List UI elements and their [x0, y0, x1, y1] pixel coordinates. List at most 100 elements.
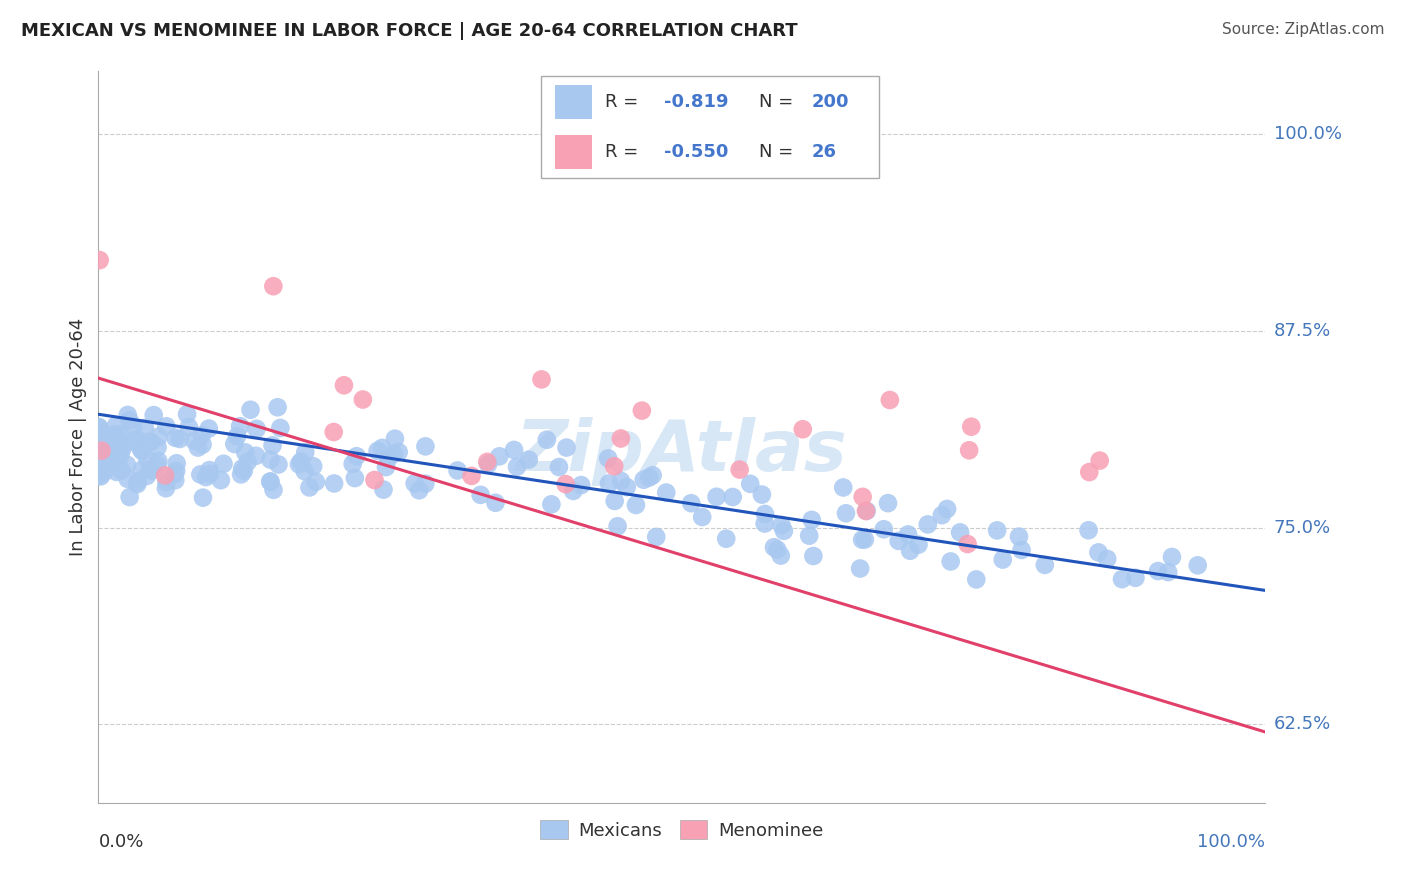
Point: [198, 463, 221, 477]
Point: [849, 561, 872, 575]
Point: [939, 554, 962, 568]
Point: [107, 456, 129, 470]
Point: [90, 437, 112, 451]
Point: [90, 437, 112, 451]
Point: [269, 421, 291, 435]
Point: [90, 443, 112, 458]
Text: 200: 200: [811, 93, 849, 111]
Point: [598, 451, 620, 466]
Point: [633, 473, 655, 487]
Point: [87, 449, 110, 463]
Point: [569, 478, 592, 492]
Point: [134, 421, 156, 435]
Point: [986, 524, 1008, 538]
Point: [333, 378, 356, 392]
Point: [852, 490, 875, 504]
Point: [236, 455, 259, 469]
Point: [1087, 545, 1109, 559]
Point: [322, 425, 344, 439]
Y-axis label: In Labor Force | Age 20-64: In Labor Force | Age 20-64: [69, 318, 87, 557]
Point: [367, 443, 389, 458]
Point: [503, 442, 526, 457]
Text: 75.0%: 75.0%: [1274, 518, 1331, 536]
Point: [343, 471, 366, 485]
Point: [93, 465, 115, 479]
Point: [131, 462, 153, 476]
Point: [638, 470, 661, 484]
Point: [655, 485, 678, 500]
FancyBboxPatch shape: [555, 136, 592, 169]
Point: [631, 403, 654, 417]
Point: [142, 408, 165, 422]
Point: [146, 458, 169, 473]
Point: [470, 488, 492, 502]
Point: [681, 496, 703, 510]
Point: [89, 253, 111, 268]
Point: [898, 543, 921, 558]
Point: [111, 442, 134, 456]
Point: [262, 438, 284, 452]
Point: [138, 435, 160, 450]
Point: [298, 480, 321, 494]
Point: [266, 401, 288, 415]
Point: [408, 483, 430, 498]
Point: [183, 434, 205, 448]
Point: [1078, 465, 1101, 479]
Point: [148, 454, 170, 468]
Point: [87, 420, 110, 434]
Point: [288, 458, 311, 472]
Point: [209, 473, 232, 487]
Point: [323, 476, 346, 491]
Point: [1161, 549, 1184, 564]
Point: [603, 459, 626, 474]
Point: [263, 483, 285, 497]
Text: Source: ZipAtlas.com: Source: ZipAtlas.com: [1222, 22, 1385, 37]
Point: [562, 483, 585, 498]
Point: [769, 549, 792, 563]
Point: [89, 442, 111, 457]
Point: [191, 428, 214, 442]
Point: [907, 538, 929, 552]
Point: [773, 524, 796, 538]
Point: [377, 451, 399, 466]
Text: -0.550: -0.550: [665, 144, 728, 161]
Point: [165, 431, 187, 445]
Point: [294, 464, 316, 478]
Point: [229, 419, 252, 434]
Point: [118, 490, 141, 504]
Point: [846, 812, 869, 826]
Point: [191, 491, 214, 505]
Point: [606, 519, 628, 533]
Point: [91, 461, 114, 475]
Point: [127, 477, 149, 491]
Point: [188, 467, 211, 482]
Point: [87, 444, 110, 458]
Point: [877, 496, 900, 510]
Point: [897, 527, 920, 541]
Point: [931, 508, 953, 523]
Point: [446, 463, 468, 477]
Point: [259, 452, 281, 467]
Point: [530, 372, 553, 386]
Point: [87, 421, 110, 435]
Point: [87, 449, 110, 463]
Point: [540, 497, 562, 511]
Point: [127, 475, 149, 489]
Point: [641, 468, 664, 483]
Point: [165, 464, 187, 478]
Point: [1157, 565, 1180, 579]
Point: [728, 462, 751, 476]
Point: [610, 474, 633, 488]
Point: [754, 507, 776, 521]
Point: [855, 504, 877, 518]
Point: [477, 457, 499, 471]
Point: [554, 477, 576, 491]
Point: [267, 458, 290, 472]
Point: [245, 449, 267, 463]
Point: [101, 442, 124, 456]
Point: [949, 525, 972, 540]
Point: [232, 464, 254, 478]
Point: [1147, 564, 1170, 578]
Point: [91, 444, 114, 458]
Text: -0.819: -0.819: [665, 93, 728, 111]
